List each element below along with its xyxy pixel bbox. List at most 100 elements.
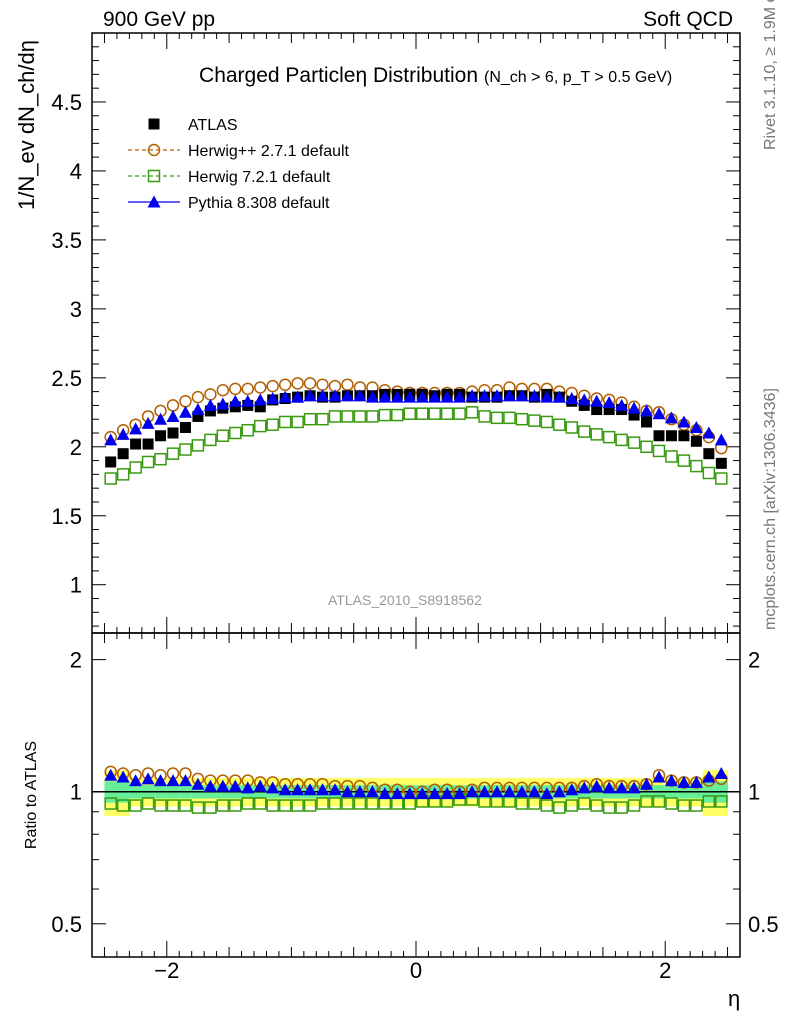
main-point-herwig (602, 430, 616, 444)
ratio-point-pythia (540, 787, 554, 800)
main-point-herwig (366, 410, 379, 423)
main-point-pythia (378, 390, 392, 403)
main-point-herwig (341, 378, 354, 391)
ratio-point-pythia (590, 779, 604, 792)
main-point-pythia (490, 389, 504, 402)
main-point-pythia (403, 390, 417, 403)
ratio-point-pythia (689, 775, 703, 788)
main-point-herwig (515, 412, 529, 426)
ratio-point-pythia (116, 770, 130, 783)
main-point-herwig (391, 408, 404, 422)
main-point-pythia (590, 394, 604, 407)
main-y-tick-label: 4.5 (51, 90, 82, 115)
main-point-herwig (166, 399, 180, 412)
ratio-point-pythia (316, 783, 330, 796)
ratio-point-herwig (328, 797, 342, 810)
ratio-point-herwig (341, 797, 354, 810)
main-point-atlas (229, 401, 241, 413)
main-point-pythia (652, 407, 666, 420)
ratio-point-pythia (714, 767, 728, 780)
ratio-point-herwig (553, 801, 566, 814)
ratio-series-pythia (104, 767, 728, 800)
main-point-atlas (603, 404, 615, 416)
main-point-pythia (515, 389, 529, 402)
ratio-point-herwig (216, 799, 230, 812)
main-point-pythia (440, 390, 454, 403)
main-point-herwig (316, 412, 329, 426)
ratio-point-herwig (528, 797, 541, 810)
ratio-point-pythia (490, 785, 504, 798)
main-point-atlas (192, 410, 204, 422)
main-point-pythia (689, 420, 703, 433)
ratio-point-pythia (577, 781, 591, 794)
main-point-pythia (178, 405, 192, 418)
ratio-y-tick-label: 0.5 (51, 912, 82, 937)
ratio-series-herwig (104, 793, 728, 814)
ratio-point-pythia (640, 777, 654, 790)
ratio-point-herwig (577, 797, 591, 810)
main-point-herwig (291, 377, 304, 390)
ratio-point-herwig (702, 795, 716, 808)
ratio-point-pythia (440, 787, 454, 800)
main-point-herwig (104, 472, 117, 485)
main-point-pythia (278, 390, 292, 403)
ratio-point-herwig (565, 799, 579, 812)
main-point-herwig (553, 418, 566, 431)
ratio-point-herwig (179, 799, 192, 812)
main-point-pythia (540, 390, 554, 403)
main-point-herwig (540, 415, 554, 429)
main-point-pythia (104, 433, 118, 446)
ratio-point-pythia (702, 770, 716, 783)
ratio-point-herwig (191, 801, 205, 814)
main-point-herwig (665, 450, 678, 463)
ratio-point-pythia (415, 787, 429, 800)
main-point-pythia (502, 389, 516, 402)
main-point-atlas (690, 435, 702, 447)
ratio-point-herwig (615, 801, 628, 814)
ratio-point-herwig (677, 799, 691, 812)
legend-marker (147, 169, 161, 183)
main-point-pythia (552, 390, 566, 403)
main-y-tick-label: 3 (70, 297, 82, 322)
x-tick-label: 0 (410, 958, 422, 983)
ratio-point-pythia (303, 783, 317, 796)
main-point-herwig (440, 407, 454, 420)
ratio-point-pythia (253, 779, 267, 792)
main-point-herwig (528, 414, 541, 427)
ratio-point-pythia (627, 781, 641, 794)
main-point-atlas (715, 457, 727, 469)
main-point-herwig (129, 461, 142, 474)
ratio-point-herwig (366, 797, 379, 810)
main-point-pythia (577, 393, 591, 406)
ratio-point-pythia (129, 774, 143, 787)
ratio-point-herwig (690, 799, 703, 812)
main-point-herwig (465, 406, 479, 419)
main-point-pythia (465, 389, 479, 402)
main-point-pythia (640, 404, 654, 417)
ratio-point-herwig (353, 797, 367, 810)
main-point-herwig (690, 459, 703, 473)
ratio-point-pythia (502, 785, 516, 798)
chart-title-condition: (N_ch > 6, p_T > 0.5 GeV) (484, 69, 672, 86)
main-point-herwig (278, 378, 292, 391)
main-y-tick-label: 2.5 (51, 366, 82, 391)
main-point-pythia (328, 389, 342, 402)
ratio-point-pythia (203, 779, 217, 792)
main-point-pythia (627, 401, 641, 414)
main-point-pythia (602, 396, 616, 409)
main-point-pythia (266, 392, 280, 405)
main-point-atlas (591, 404, 603, 416)
main-point-herwig (253, 419, 267, 433)
ratio-point-pythia (241, 781, 255, 794)
main-point-herwig (204, 433, 217, 447)
ratio-point-pythia (340, 785, 354, 798)
ratio-point-pythia (141, 772, 155, 785)
main-point-herwig (403, 407, 417, 420)
ratio-point-pythia (552, 785, 566, 798)
main-point-herwig (503, 411, 516, 425)
legend-label: ATLAS (188, 117, 238, 134)
main-point-pythia (316, 389, 330, 402)
main-point-pythia (428, 390, 442, 403)
main-point-pythia (228, 394, 242, 407)
main-point-atlas (155, 430, 167, 442)
